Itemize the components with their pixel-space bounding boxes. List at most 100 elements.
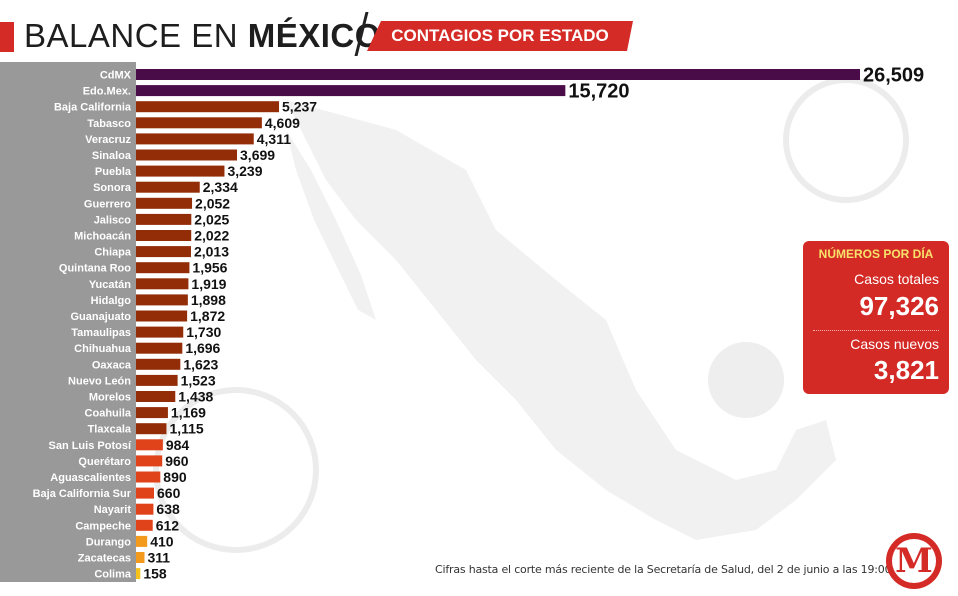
category-label: CdMX — [100, 70, 132, 82]
bar — [136, 197, 193, 209]
value-label: 612 — [156, 517, 180, 533]
category-sidebar — [0, 62, 136, 582]
category-label: Morelos — [89, 392, 131, 404]
bar — [136, 358, 181, 370]
value-label: 311 — [147, 550, 170, 566]
bar — [136, 149, 238, 161]
value-label: 1,898 — [191, 292, 226, 308]
bar — [136, 246, 191, 258]
section-tag: CONTAGIOS POR ESTADO — [367, 21, 633, 51]
category-label: Tamaulipas — [71, 327, 131, 339]
category-label: Quintana Roo — [59, 263, 131, 275]
category-label: Veracruz — [85, 134, 131, 146]
category-label: Yucatán — [89, 279, 131, 291]
category-label: Chiapa — [94, 247, 132, 259]
value-label: 2,025 — [194, 211, 229, 227]
category-label: Campeche — [75, 520, 131, 532]
bar — [136, 262, 190, 274]
bar — [136, 310, 188, 322]
bar — [136, 85, 566, 97]
bar — [136, 165, 225, 177]
new-cases-value: 3,821 — [873, 355, 939, 385]
category-label: Jalisco — [94, 214, 132, 226]
category-label: Guerrero — [84, 198, 131, 210]
value-label: 2,334 — [203, 179, 238, 195]
bar — [136, 181, 200, 193]
bar — [136, 278, 189, 290]
value-label: 1,523 — [181, 372, 216, 388]
bar — [136, 213, 192, 225]
bar — [136, 374, 178, 386]
brand-logo-letter: M — [892, 539, 936, 583]
bar — [136, 342, 183, 354]
value-label: 1,169 — [171, 405, 206, 421]
value-label: 890 — [163, 469, 187, 485]
bar — [136, 568, 141, 580]
bar — [136, 487, 155, 499]
value-label: 1,696 — [185, 340, 220, 356]
bar — [136, 69, 860, 80]
value-label: 1,872 — [190, 308, 225, 324]
value-label: 26,509 — [863, 65, 924, 87]
value-label: 1,956 — [192, 260, 227, 276]
bar — [136, 552, 145, 563]
value-label: 2,022 — [194, 228, 229, 244]
category-label: Puebla — [95, 166, 132, 178]
bar — [136, 117, 262, 129]
bar — [136, 133, 254, 145]
bar — [136, 503, 154, 515]
summary-heading: NÚMEROS POR DÍA — [818, 247, 934, 261]
value-label: 15,720 — [568, 81, 629, 103]
category-label: Sonora — [93, 182, 132, 194]
category-label: Colima — [94, 569, 132, 581]
bar — [136, 439, 163, 451]
source-footnote: Cifras hasta el corte más reciente de la… — [435, 563, 928, 576]
bar — [136, 471, 161, 483]
bar — [136, 407, 168, 419]
bar — [136, 535, 148, 547]
bar — [136, 391, 176, 402]
value-label: 4,609 — [265, 115, 300, 131]
value-label: 984 — [166, 437, 190, 453]
value-label: 1,623 — [183, 356, 218, 372]
category-label: Oaxaca — [92, 359, 132, 371]
value-label: 5,237 — [282, 99, 317, 115]
category-label: Aguascalientes — [50, 472, 131, 484]
value-label: 3,699 — [240, 147, 275, 163]
value-label: 1,115 — [169, 421, 203, 437]
bar — [136, 230, 192, 241]
category-label: San Luis Potosí — [48, 440, 131, 452]
value-label: 158 — [143, 566, 167, 582]
daily-summary-panel: NÚMEROS POR DÍA Casos totales 97,326 Cas… — [803, 241, 949, 394]
category-label: Chihuahua — [74, 343, 132, 355]
category-label: Edo.Mex. — [83, 86, 131, 98]
category-label: Michoacán — [74, 231, 131, 243]
category-label: Querétaro — [78, 456, 131, 468]
category-label: Tabasco — [87, 118, 131, 130]
total-cases-label: Casos totales — [854, 271, 939, 287]
value-label: 1,730 — [186, 324, 221, 340]
value-label: 1,438 — [178, 389, 213, 405]
value-label: 3,239 — [227, 163, 262, 179]
page-title: BALANCE EN MÉXICO — [24, 16, 381, 56]
value-label: 960 — [165, 453, 189, 469]
total-cases-value: 97,326 — [859, 291, 939, 321]
category-label: Zacatecas — [78, 553, 131, 565]
value-label: 410 — [150, 533, 174, 549]
bar — [136, 423, 167, 435]
value-label: 2,052 — [195, 195, 230, 211]
category-label: Hidalgo — [91, 295, 132, 307]
category-label: Guanajuato — [70, 311, 131, 323]
bar — [136, 455, 163, 467]
category-label: Nuevo León — [68, 375, 131, 387]
category-label: Baja California — [54, 102, 132, 114]
new-cases-label: Casos nuevos — [850, 336, 939, 352]
title-accent-bar — [0, 22, 14, 52]
value-label: 2,013 — [194, 244, 229, 260]
bar — [136, 519, 153, 531]
value-label: 638 — [156, 501, 180, 517]
category-label: Sinaloa — [92, 150, 132, 162]
value-label: 660 — [157, 485, 181, 501]
category-label: Coahuila — [85, 408, 132, 420]
